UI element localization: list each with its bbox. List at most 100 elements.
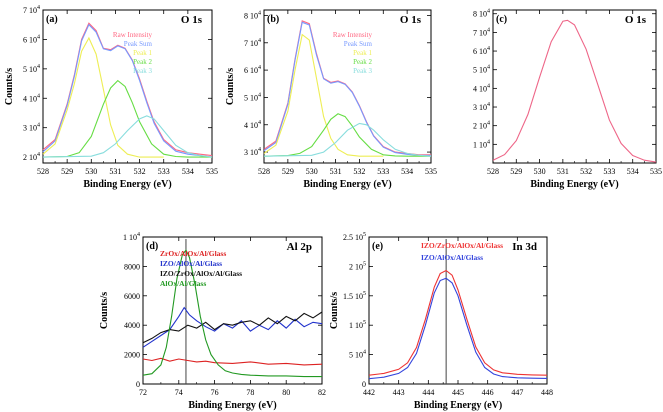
y-tick-exponent: 4 — [37, 123, 40, 129]
y-tick-exponent: 4 — [487, 27, 490, 33]
y-tick-mantissa: 2.5 10 — [343, 233, 363, 242]
series-line-peak-2 — [42, 79, 212, 158]
y-tick-exponent: 5 — [363, 320, 366, 326]
y-tick-label: 1.5 105 — [343, 291, 366, 301]
x-tick-label: 534 — [182, 167, 194, 176]
y-tick-label: 5 104 — [349, 350, 366, 360]
x-tick-label: 530 — [85, 167, 97, 176]
y-tick-mantissa: 3 10 — [473, 103, 487, 112]
y-tick-label: 2 104 — [473, 121, 490, 131]
x-tick-label: 530 — [306, 167, 318, 176]
series-line-peak-sum — [42, 23, 213, 158]
y-tick-exponent: 4 — [487, 139, 490, 145]
y-tick-exponent: 4 — [37, 64, 40, 70]
y-tick-label: 3 104 — [473, 102, 490, 112]
y-tick-mantissa: 0 — [362, 380, 366, 389]
legend-entry: Peak 1 — [133, 49, 152, 57]
x-tick-label: 533 — [603, 167, 615, 176]
y-tick-mantissa: 5 10 — [473, 66, 487, 75]
x-tick-label: 74 — [175, 388, 183, 397]
legend-entry: IZO/ZrOx/AlOx/Al/Glass — [160, 269, 242, 278]
panel-title: O 1s — [400, 14, 422, 26]
y-tick-mantissa: 3 10 — [244, 148, 258, 157]
y-tick-mantissa: 0 — [136, 380, 140, 389]
y-tick-label: 1 104 — [473, 139, 490, 149]
series-line-izo-alox-al-glass — [368, 277, 548, 380]
legend-entry: IZO/AlOx/Al/Glass — [421, 253, 483, 262]
y-tick-exponent: 5 — [363, 291, 366, 297]
y-tick-mantissa: 3 10 — [23, 124, 37, 133]
y-tick-label: 2 105 — [349, 261, 366, 271]
x-tick-label: 528 — [37, 167, 49, 176]
x-axis-label: Binding Energy (eV) — [303, 179, 391, 190]
y-tick-exponent: 4 — [487, 121, 490, 127]
x-tick-label: 534 — [627, 167, 639, 176]
plot-frame — [492, 9, 657, 164]
y-tick-mantissa: 2000 — [124, 351, 140, 360]
y-tick-mantissa: 1.5 10 — [343, 292, 363, 301]
y-tick-exponent: 4 — [487, 9, 490, 15]
panel-label: (e) — [372, 241, 383, 252]
x-tick-label: 529 — [510, 167, 522, 176]
y-tick-mantissa: 7 10 — [244, 39, 258, 48]
y-tick-mantissa: 6000 — [124, 292, 140, 301]
y-tick-exponent: 4 — [487, 65, 490, 71]
series-line-izo-alox-al-glass — [142, 306, 323, 348]
x-tick-label: 80 — [282, 388, 290, 397]
legend-entry: Peak 2 — [353, 58, 372, 66]
legend-entry: IZO/ZrOx/AlOx/Al/Glass — [421, 241, 503, 250]
x-tick-label: 443 — [393, 388, 405, 397]
y-tick-exponent: 4 — [37, 93, 40, 99]
y-tick-label: 6 104 — [23, 34, 40, 44]
x-tick-label: 448 — [541, 388, 553, 397]
y-axis-label: Counts/s — [4, 68, 15, 105]
y-tick-label: 1 104 — [123, 232, 140, 242]
x-tick-label: 531 — [330, 167, 342, 176]
series-line-peak-sum — [263, 21, 432, 157]
y-tick-mantissa: 2 10 — [349, 262, 363, 271]
legend-entry: Peak Sum — [344, 40, 373, 48]
y-tick-mantissa: 8 10 — [244, 11, 258, 20]
series-line-peak-2 — [263, 113, 431, 157]
y-axis-label: Counts/s — [225, 68, 236, 105]
x-tick-label: 444 — [422, 388, 434, 397]
y-tick-exponent: 4 — [258, 65, 261, 71]
y-tick-label: 8 104 — [473, 9, 490, 19]
y-tick-mantissa: 1 10 — [123, 233, 137, 242]
y-tick-mantissa: 2 10 — [473, 122, 487, 131]
y-tick-label: 7 104 — [23, 5, 40, 15]
x-tick-label: 531 — [109, 167, 121, 176]
y-tick-label: 6 104 — [473, 46, 490, 56]
series-line-izo-zrox-alox-al-glass — [368, 269, 548, 376]
y-tick-mantissa: 5 10 — [244, 93, 258, 102]
x-tick-label: 72 — [139, 388, 147, 397]
y-tick-exponent: 4 — [487, 83, 490, 89]
x-tick-label: 531 — [557, 167, 569, 176]
y-tick-mantissa: 2 10 — [23, 153, 37, 162]
legend-entry: Raw Intensity — [333, 31, 373, 39]
y-tick-label: 5 104 — [244, 92, 261, 102]
y-tick-label: 4 104 — [473, 83, 490, 93]
x-tick-label: 78 — [246, 388, 254, 397]
x-tick-label: 529 — [61, 167, 73, 176]
legend-entry: Peak 3 — [353, 67, 372, 75]
y-tick-label: 2 104 — [23, 152, 40, 162]
y-tick-exponent: 4 — [363, 350, 366, 356]
y-tick-label: 4000 — [124, 321, 140, 330]
panel-title: O 1s — [181, 14, 203, 26]
y-tick-label: 0 — [136, 380, 140, 389]
panel-title: O 1s — [625, 14, 647, 26]
y-axis-label: Counts/s — [329, 292, 340, 329]
y-tick-label: 2000 — [124, 351, 140, 360]
y-tick-mantissa: 1 10 — [473, 140, 487, 149]
x-tick-label: 528 — [487, 167, 499, 176]
y-tick-label: 8 104 — [244, 10, 261, 20]
y-tick-label: 0 — [362, 380, 366, 389]
y-tick-label: 6 104 — [244, 65, 261, 75]
y-tick-label: 1 105 — [349, 320, 366, 330]
series-line-peak-1 — [42, 36, 164, 158]
legend-entry: IZO/AlOx/Al/Glass — [160, 259, 222, 268]
y-tick-exponent: 4 — [137, 232, 140, 238]
